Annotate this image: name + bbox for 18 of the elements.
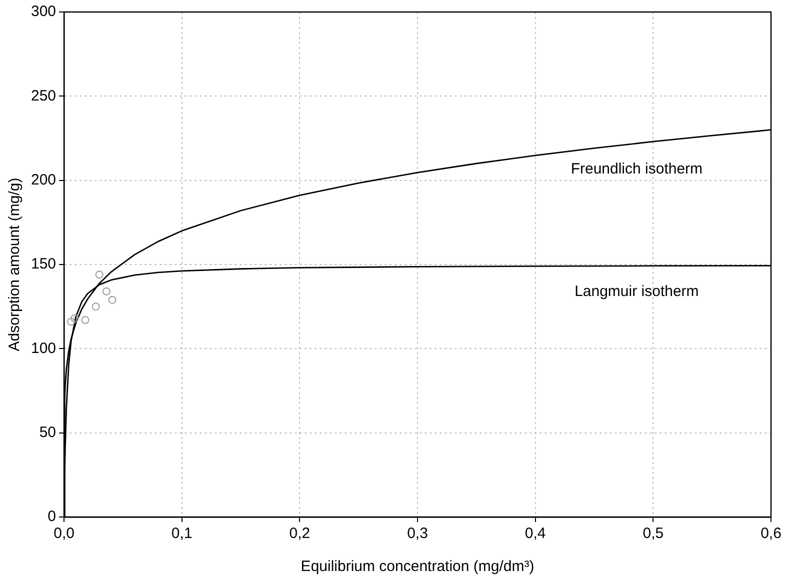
y-tick-label: 250: [30, 87, 56, 104]
series-label: Freundlich isotherm: [570, 160, 703, 178]
x-tick-label: 0,0: [54, 525, 74, 542]
x-tick-label: 0,3: [407, 525, 428, 542]
x-tick-label: 0,1: [171, 525, 192, 542]
x-tick-label: 0,4: [524, 525, 546, 542]
y-tick-label: 200: [30, 171, 56, 188]
x-tick-label: 0,6: [760, 525, 782, 542]
y-tick-label: 0: [48, 508, 56, 526]
y-tick-label: 150: [30, 256, 56, 273]
y-tick-label: 100: [30, 340, 56, 357]
x-axis-title: Equilibrium concentration (mg/dm³): [300, 558, 534, 576]
series-label: Langmuir isotherm: [574, 283, 699, 300]
y-tick-label: 300: [30, 3, 56, 20]
y-axis-title: Adsorption amount (mg/g): [6, 178, 24, 352]
y-tick-label: 50: [39, 424, 56, 441]
x-tick-label: 0,5: [642, 525, 664, 542]
x-tick-label: 0,2: [289, 525, 310, 542]
